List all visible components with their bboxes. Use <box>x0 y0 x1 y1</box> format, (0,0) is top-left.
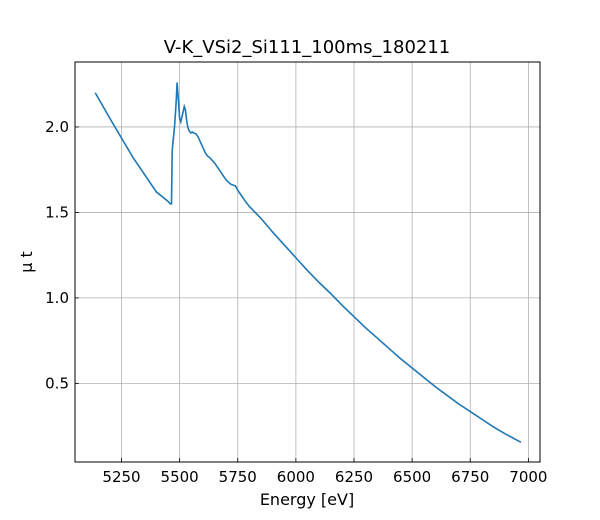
y-tick-labels: 0.5 1.0 1.5 2.0 <box>45 118 69 392</box>
y-tick-label: 1.0 <box>45 289 69 307</box>
y-tick-label: 2.0 <box>45 118 69 136</box>
x-tick-label: 5250 <box>102 468 140 486</box>
grid-lines <box>75 62 540 462</box>
x-axis-label: Energy [eV] <box>260 490 354 509</box>
x-tick-label: 6250 <box>335 468 373 486</box>
x-tick-labels: 5250 5500 5750 6000 6250 6500 6750 7000 <box>102 468 547 486</box>
x-tick-label: 6500 <box>393 468 431 486</box>
series-line <box>94 82 522 444</box>
y-tick-label: 0.5 <box>45 374 69 392</box>
plot-frame <box>74 61 541 463</box>
y-tick-label: 1.5 <box>45 203 69 221</box>
x-tick-label: 5500 <box>161 468 199 486</box>
x-tick-label: 5750 <box>219 468 257 486</box>
chart-title: V-K_VSi2_Si111_100ms_180211 <box>164 37 451 58</box>
x-tick-label: 6750 <box>451 468 489 486</box>
x-tick-label: 6000 <box>277 468 315 486</box>
y-axis-label: μ t <box>17 251 36 273</box>
axis-ticks <box>75 126 529 462</box>
x-tick-label: 7000 <box>509 468 547 486</box>
